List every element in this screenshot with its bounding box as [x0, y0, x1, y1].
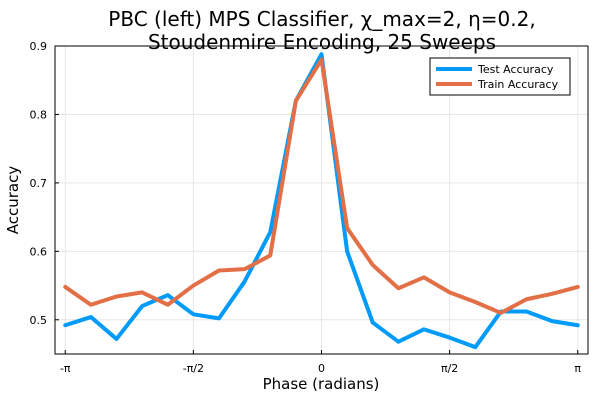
x-tick-label: π	[574, 362, 581, 375]
chart-title-line1: PBC (left) MPS Classifier, χ_max=2, η=0.…	[108, 7, 535, 31]
x-tick-label: -π	[60, 362, 71, 375]
series-lines	[63, 52, 580, 350]
train-accuracy-line	[63, 57, 580, 315]
y-tick-label: 0.8	[30, 108, 48, 121]
y-tick-label: 0.6	[30, 245, 48, 258]
y-tick-label: 0.7	[30, 177, 48, 190]
x-tick-label: π/2	[441, 362, 458, 375]
test-accuracy-line	[63, 52, 580, 350]
y-tick-label: 0.5	[30, 314, 48, 327]
legend-label-train: Train Accuracy	[477, 78, 559, 91]
x-tick-label: 0	[318, 362, 325, 375]
x-axis-label: Phase (radians)	[263, 375, 380, 393]
x-tick-label: -π/2	[183, 362, 204, 375]
y-axis-label: Accuracy	[4, 166, 22, 235]
legend: Test Accuracy Train Accuracy	[429, 57, 571, 96]
tick-labels: -π -π/2 0 π/2 π 0.5 0.6 0.7 0.8 0.9	[30, 40, 582, 375]
legend-label-test: Test Accuracy	[477, 63, 554, 76]
y-tick-label: 0.9	[30, 40, 48, 53]
legend-box	[429, 57, 571, 96]
